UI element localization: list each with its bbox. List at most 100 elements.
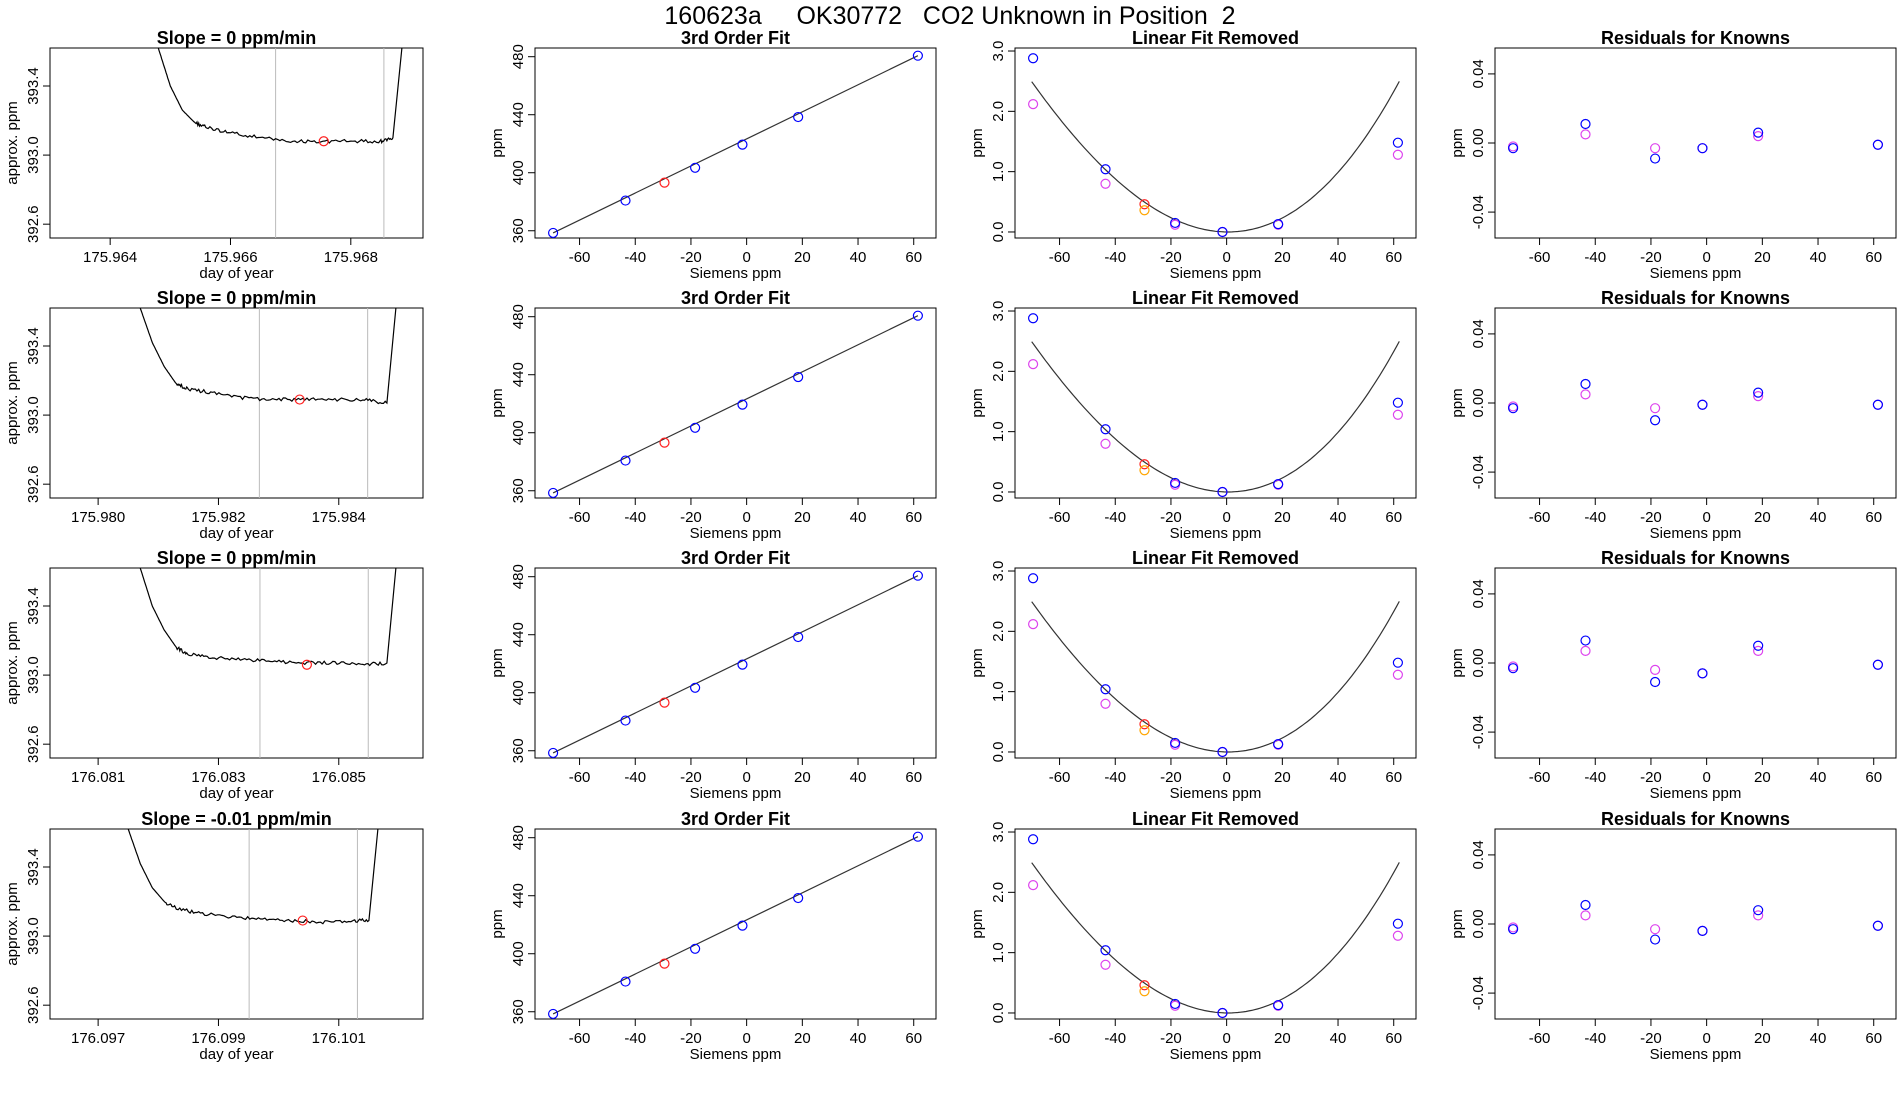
unknown-point <box>1139 719 1150 730</box>
x-tick-label: -60 <box>1049 1030 1071 1047</box>
y-tick-label: 392.6 <box>25 725 42 763</box>
plot-area <box>1028 313 1403 498</box>
x-tick-label: 40 <box>1330 769 1347 786</box>
unknown-mean-point <box>297 915 308 926</box>
x-axis-label: day of year <box>199 265 273 282</box>
y-tick-label: 3.0 <box>990 301 1007 322</box>
x-tick-label: 20 <box>1754 1030 1771 1047</box>
unknown-mean-point <box>301 659 312 670</box>
x-tick-label: 60 <box>1385 1030 1402 1047</box>
x-tick-label: 0 <box>1702 1030 1710 1047</box>
y-tick-label: 393.4 <box>25 848 42 886</box>
residual-point <box>1650 934 1661 945</box>
panel-r2-linear-removed: Linear Fit Removed -60 -40 -20 0 20 40 60 0.0 1.0… <box>969 288 1417 542</box>
x-tick-label: -40 <box>624 509 646 526</box>
panel-r3-residuals: Residuals for Knowns -60 -40 -20 0 20 40 60 -0.0… <box>1449 548 1897 802</box>
panel-r1-linear-removed: Linear Fit Removed -60 -40 -20 0 20 40 60 0.0 1.0… <box>969 28 1417 282</box>
residual-point <box>1580 899 1591 911</box>
known-point <box>1217 1007 1228 1019</box>
known-point <box>793 111 804 123</box>
y-tick-label: 480 <box>510 304 527 329</box>
residual-point <box>1580 635 1591 646</box>
x-tick-label: -20 <box>1160 769 1182 786</box>
x-tick-label: 60 <box>1385 249 1402 266</box>
residual-point <box>1753 387 1764 398</box>
plot-area <box>127 829 379 1019</box>
plot-area <box>139 308 397 498</box>
fit-curve <box>1031 341 1400 493</box>
x-tick-label: -60 <box>1529 1030 1551 1047</box>
known-point <box>1392 137 1403 148</box>
y-tick-label: 392.6 <box>25 205 42 243</box>
y-tick-label: 0.00 <box>1470 388 1487 417</box>
alt-residual-point <box>1650 924 1661 935</box>
known-point <box>620 715 631 726</box>
x-tick-label: -60 <box>1049 769 1071 786</box>
x-tick-label: -40 <box>1104 769 1126 786</box>
alt-residual-point <box>1650 403 1661 414</box>
y-axis-label: ppm <box>969 128 986 157</box>
y-axis-label: ppm <box>969 388 986 417</box>
alt-point <box>1028 358 1039 370</box>
alt-point <box>1100 698 1111 709</box>
panel-title: 3rd Order Fit <box>681 809 790 829</box>
residual-point <box>1872 139 1883 150</box>
alt-residual-point <box>1650 143 1661 154</box>
unknown-point <box>659 697 670 708</box>
co2-trace <box>139 308 397 405</box>
x-tick-label: 175.980 <box>71 509 125 526</box>
y-tick-label: 393.4 <box>25 587 42 625</box>
panel-r1-residuals: Residuals for Knowns -60 -40 -20 0 20 40 60 -0.0… <box>1449 28 1897 282</box>
x-tick-label: 60 <box>905 1030 922 1047</box>
known-point <box>1100 684 1111 695</box>
y-tick-label: 2.0 <box>990 361 1007 382</box>
panel-r4-calibration: 3rd Order Fit -60 -40 -20 0 20 40 60 360 400 440 48… <box>489 809 937 1063</box>
x-tick-label: -20 <box>1160 509 1182 526</box>
x-axis-label: Siemens ppm <box>690 525 782 542</box>
unknown-mean-point <box>318 136 329 147</box>
x-tick-label: 60 <box>905 509 922 526</box>
panel-frame <box>1014 307 1417 499</box>
plot-area <box>548 831 923 1019</box>
x-tick-label: -40 <box>1104 1030 1126 1047</box>
x-tick-label: -20 <box>680 249 702 266</box>
y-axis-label: ppm <box>969 648 986 677</box>
unknown-alt-point <box>1139 986 1150 997</box>
residual-point <box>1508 143 1519 154</box>
fit-curve <box>1031 81 1400 233</box>
fit-line <box>552 55 919 234</box>
x-tick-label: 20 <box>1274 509 1291 526</box>
panel-title: Slope = 0 ppm/min <box>157 548 317 568</box>
y-tick-label: 1.0 <box>990 681 1007 702</box>
known-point <box>1100 164 1111 175</box>
known-point <box>1028 313 1039 324</box>
x-tick-label: 20 <box>1274 769 1291 786</box>
known-point <box>737 399 748 410</box>
fit-line <box>552 575 919 754</box>
x-tick-label: -20 <box>1160 1030 1182 1047</box>
x-tick-label: -60 <box>1529 249 1551 266</box>
alt-residual-point <box>1753 645 1764 657</box>
x-tick-label: 40 <box>1810 249 1827 266</box>
plot-area <box>1508 899 1883 945</box>
alt-point <box>1100 438 1111 449</box>
alt-residual-point <box>1753 910 1764 921</box>
x-axis-label: Siemens ppm <box>690 265 782 282</box>
known-point <box>1028 834 1039 845</box>
panel-frame <box>1494 47 1897 239</box>
alt-point <box>1392 669 1403 680</box>
residual-point <box>1580 378 1591 390</box>
x-tick-label: 0 <box>742 249 750 266</box>
residual-point <box>1650 415 1661 426</box>
x-tick-label: -20 <box>1160 249 1182 266</box>
x-tick-label: -40 <box>1104 509 1126 526</box>
x-axis-label: Siemens ppm <box>1650 265 1742 282</box>
y-tick-label: 393.4 <box>25 67 42 105</box>
x-tick-label: 0 <box>1702 509 1710 526</box>
known-point <box>1392 657 1403 668</box>
known-point <box>690 682 701 693</box>
x-tick-label: -40 <box>1104 249 1126 266</box>
x-tick-label: 175.968 <box>324 249 378 266</box>
unknown-point <box>1139 980 1150 991</box>
panel-title: Slope = 0 ppm/min <box>157 288 317 308</box>
